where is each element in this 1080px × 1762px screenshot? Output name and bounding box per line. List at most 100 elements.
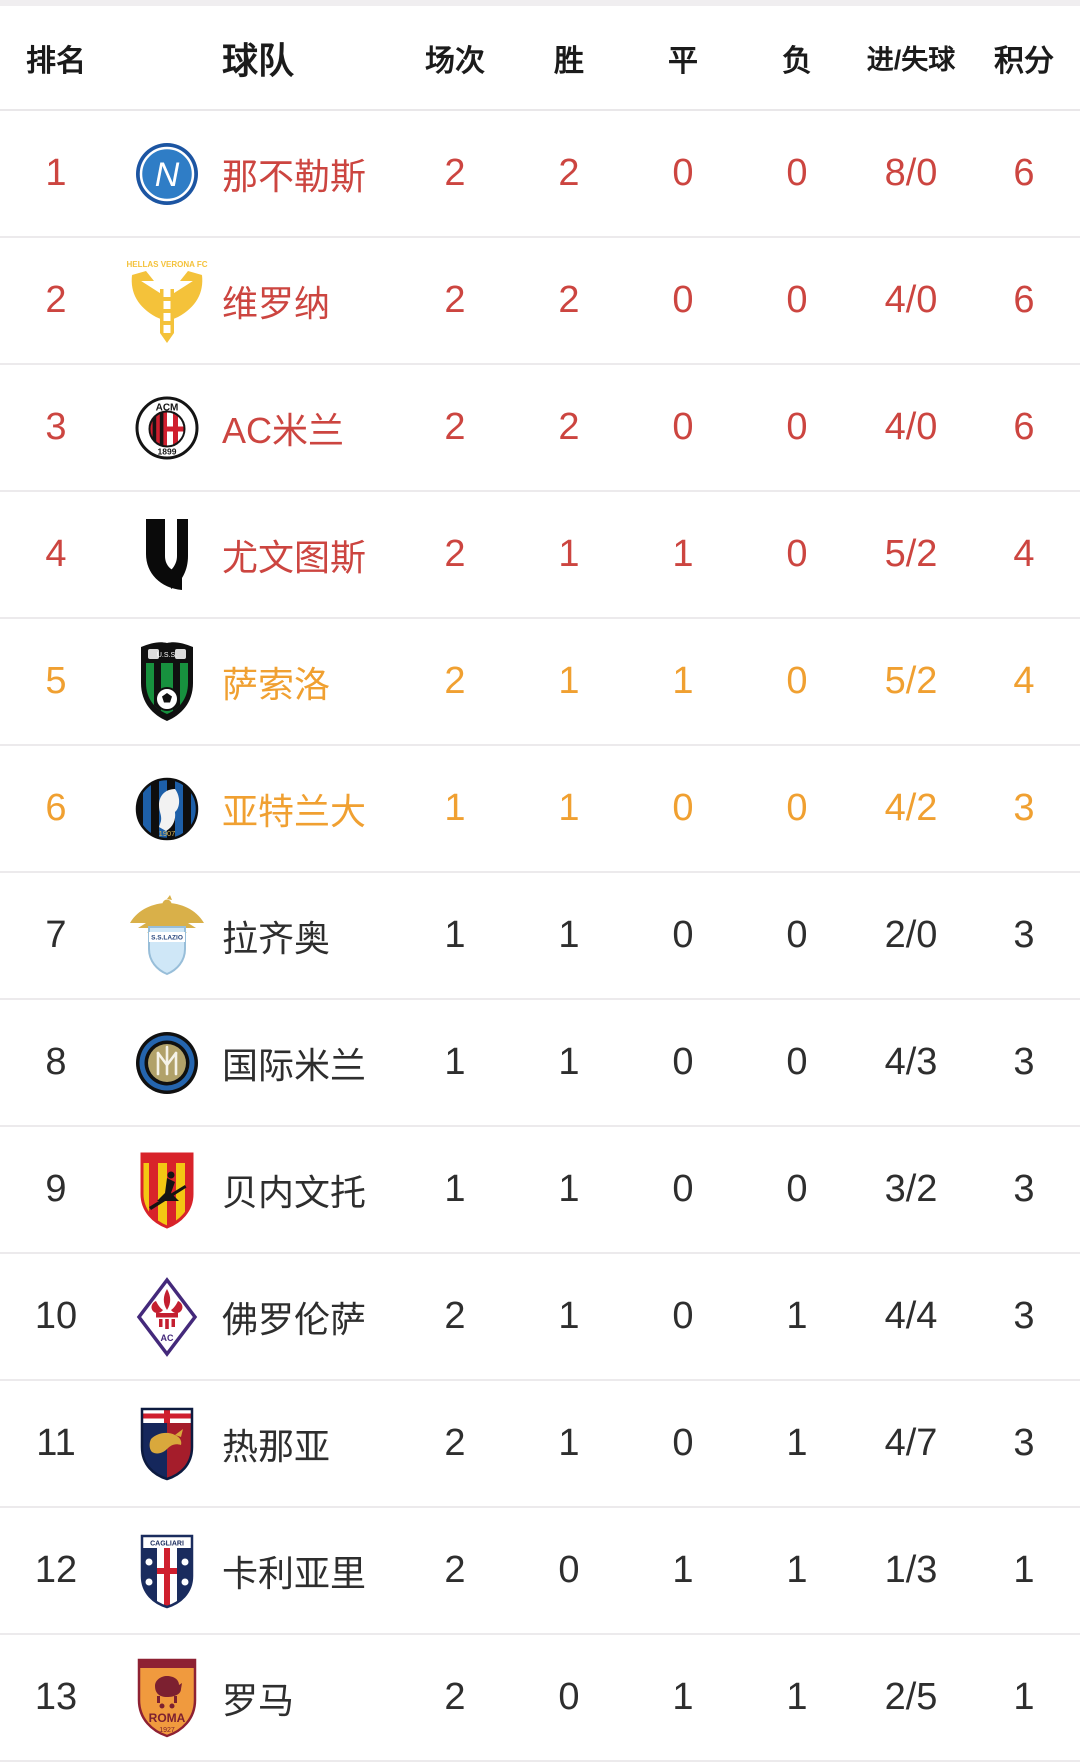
win-value: 1 — [558, 660, 580, 702]
goals-value: 5/2 — [884, 660, 938, 702]
played-value: 1 — [444, 1041, 466, 1083]
team-name: AC米兰 — [222, 409, 345, 451]
points-value: 4 — [1013, 660, 1035, 702]
draw-value: 1 — [672, 1676, 694, 1718]
goals-value: 4/0 — [884, 279, 938, 321]
team-name: 卡利亚里 — [222, 1552, 367, 1594]
rank-value: 13 — [34, 1676, 78, 1718]
draw-value: 1 — [672, 533, 694, 575]
points-value: 3 — [1013, 1295, 1035, 1337]
team-badge-slot: ROMA 1927 — [112, 1656, 222, 1740]
team-name: 罗马 — [222, 1679, 295, 1721]
loss-value: 0 — [786, 914, 808, 956]
win-value: 1 — [558, 1422, 580, 1464]
loss-value: 1 — [786, 1549, 808, 1591]
win-value: 1 — [558, 1168, 580, 1210]
win-value: 1 — [558, 1295, 580, 1337]
points-value: 6 — [1013, 279, 1035, 321]
table-row[interactable]: 6 1907 亚特兰大 1 1 0 0 4/2 3 — [0, 746, 1080, 873]
draw-value: 0 — [672, 1041, 694, 1083]
rank-value: 4 — [45, 533, 67, 575]
loss-value: 0 — [786, 660, 808, 702]
table-row[interactable]: 3 ACM 1899 AC米兰 2 2 0 0 4/0 6 — [0, 365, 1080, 492]
table-row[interactable]: 5 U.S.S. 萨索洛 2 1 1 0 5/2 4 — [0, 619, 1080, 746]
table-row[interactable]: 1 N 那不勒斯 2 2 0 0 8/0 6 — [0, 111, 1080, 238]
loss-value: 1 — [786, 1295, 808, 1337]
rank-value: 12 — [34, 1549, 78, 1591]
table-row[interactable]: 12 CAGLIARI 卡利亚里 2 0 1 1 1/3 1 — [0, 1508, 1080, 1635]
rank-value: 10 — [34, 1295, 78, 1337]
team-name: 佛罗伦萨 — [222, 1298, 367, 1340]
svg-text:N: N — [155, 156, 180, 194]
svg-text:U.S.S.: U.S.S. — [157, 652, 177, 659]
played-value: 2 — [444, 406, 466, 448]
header-played: 场次 — [425, 44, 485, 78]
table-row[interactable]: 2 HELLAS VERONA FC 维罗纳 2 2 0 0 4/0 6 — [0, 238, 1080, 365]
roma-badge: ROMA 1927 — [137, 1658, 197, 1737]
table-row[interactable]: 7 S.S.LAZIO 拉齐奥 1 1 0 0 2/0 3 — [0, 873, 1080, 1000]
table-row[interactable]: 8 国际米兰 1 1 0 0 4/3 3 — [0, 1000, 1080, 1127]
draw-value: 0 — [672, 1168, 694, 1210]
team-badge-slot: N — [112, 142, 222, 206]
played-value: 2 — [444, 279, 466, 321]
draw-value: 0 — [672, 787, 694, 829]
table-row[interactable]: 11 热那亚 2 1 0 1 4/7 3 — [0, 1381, 1080, 1508]
svg-text:HELLAS VERONA FC: HELLAS VERONA FC — [126, 260, 207, 269]
rank-value: 8 — [45, 1041, 67, 1083]
played-value: 1 — [444, 1168, 466, 1210]
points-value: 3 — [1013, 1168, 1035, 1210]
svg-text:AC: AC — [161, 1333, 174, 1343]
team-name: 尤文图斯 — [222, 536, 367, 578]
points-value: 3 — [1013, 914, 1035, 956]
loss-value: 0 — [786, 787, 808, 829]
team-name: 那不勒斯 — [222, 155, 367, 197]
team-name: 萨索洛 — [222, 663, 331, 705]
points-value: 3 — [1013, 787, 1035, 829]
loss-value: 0 — [786, 406, 808, 448]
loss-value: 0 — [786, 152, 808, 194]
atalanta-badge: 1907 — [135, 777, 199, 840]
svg-text:ROMA: ROMA — [149, 1711, 186, 1725]
played-value: 2 — [444, 1676, 466, 1718]
svg-text:ACM: ACM — [156, 402, 179, 413]
goals-value: 4/7 — [884, 1422, 938, 1464]
benevento-badge — [140, 1152, 194, 1229]
goals-value: 4/0 — [884, 406, 938, 448]
loss-value: 1 — [786, 1422, 808, 1464]
win-value: 0 — [558, 1676, 580, 1718]
played-value: 2 — [444, 152, 466, 194]
svg-text:CAGLIARI: CAGLIARI — [150, 1540, 184, 1547]
played-value: 2 — [444, 1295, 466, 1337]
goals-value: 4/4 — [884, 1295, 938, 1337]
lazio-badge: S.S.LAZIO — [130, 894, 204, 975]
table-row[interactable]: 10 AC 佛罗伦萨 2 1 0 1 4/4 3 — [0, 1254, 1080, 1381]
team-badge-slot — [112, 517, 222, 593]
draw-value: 0 — [672, 1295, 694, 1337]
team-badge-slot: HELLAS VERONA FC — [112, 257, 222, 345]
loss-value: 0 — [786, 1041, 808, 1083]
team-badge-slot: AC — [112, 1276, 222, 1357]
header-draw: 平 — [668, 44, 698, 78]
verona-badge: HELLAS VERONA FC — [126, 260, 208, 343]
points-value: 1 — [1013, 1676, 1035, 1718]
played-value: 1 — [444, 787, 466, 829]
header-points: 积分 — [994, 44, 1054, 78]
table-row[interactable]: 9 贝内文托 1 1 0 0 3/2 3 — [0, 1127, 1080, 1254]
team-badge-slot: U.S.S. — [112, 641, 222, 723]
rank-value: 3 — [45, 406, 67, 448]
table-row[interactable]: 13 ROMA 1927 罗马 2 0 1 1 2/5 1 — [0, 1635, 1080, 1762]
played-value: 2 — [444, 533, 466, 575]
win-value: 0 — [558, 1549, 580, 1591]
draw-value: 1 — [672, 660, 694, 702]
team-badge-slot — [112, 1149, 222, 1231]
goals-value: 2/0 — [884, 914, 938, 956]
rank-value: 6 — [45, 787, 67, 829]
table-row[interactable]: 4 尤文图斯 2 1 1 0 5/2 4 — [0, 492, 1080, 619]
top-divider — [0, 0, 1080, 6]
draw-value: 0 — [672, 279, 694, 321]
points-value: 6 — [1013, 406, 1035, 448]
goals-value: 1/3 — [884, 1549, 938, 1591]
goals-value: 3/2 — [884, 1168, 938, 1210]
inter-milan-badge — [136, 1031, 198, 1094]
team-name: 贝内文托 — [222, 1171, 367, 1213]
